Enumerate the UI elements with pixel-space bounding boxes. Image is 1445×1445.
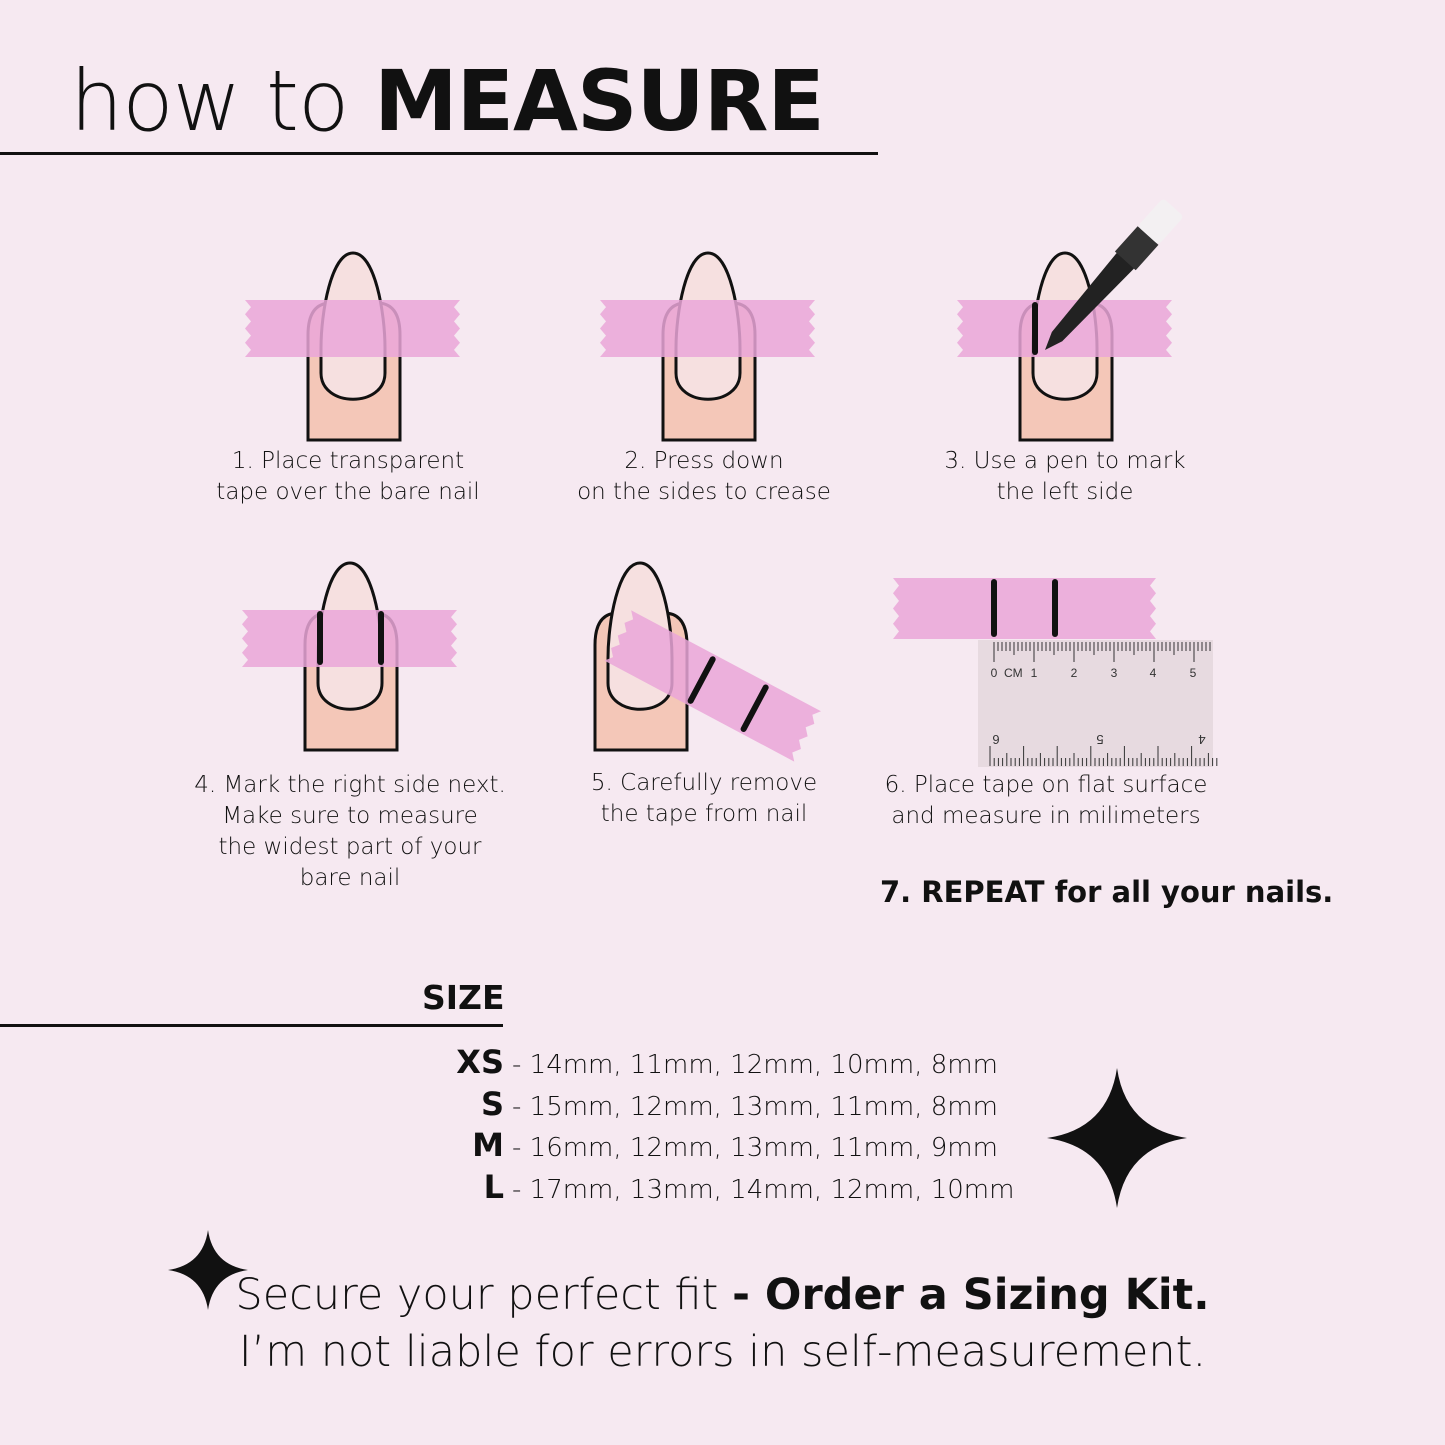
page-title: how to MEASURE [70,52,825,150]
step-2-illustration [600,251,815,442]
footer-cta: Secure your perfect fit - Order a Sizing… [235,1270,1210,1320]
ruler-icon: 0 1 2 3 4 5 CM 6 5 4 [978,640,1218,767]
size-table: XS - 14mm, 11mm, 12mm, 10mm, 8mm S- 15mm,… [380,1043,1014,1209]
ruler-label: 2 [1071,666,1078,680]
step-4-illustration [242,561,457,752]
pen-cap [1139,199,1183,244]
step-5-illustration [593,561,822,762]
step-1-illustration [245,251,460,442]
step-3-caption: 3. Use a pen to mark the left side [944,448,1186,505]
pen-grip [1114,226,1159,271]
tape [604,610,822,762]
ruler-label: 4 [1150,666,1157,680]
tape [893,578,1156,639]
tape [245,300,460,357]
pen-mark [687,656,716,704]
tape [242,610,457,667]
size-row-l: L- 17mm, 13mm, 14mm, 12mm, 10mm [483,1167,1015,1206]
title-divider [0,152,878,155]
step-3-illustration [957,251,1172,442]
step-6-caption: 6. Place tape on flat surface and measure… [884,772,1208,829]
pen-icon [1045,199,1183,350]
size-row-s: S- 15mm, 12mm, 13mm, 11mm, 8mm [480,1084,998,1123]
step-1-caption: 1. Place transparent tape over the bare n… [216,448,480,505]
ruler-body [978,640,1213,767]
tape-peeling [604,610,822,762]
sparkle-icon [1047,1068,1187,1208]
size-row-xs: XS - 14mm, 11mm, 12mm, 10mm, 8mm [456,1043,998,1081]
size-heading: SIZE [422,978,505,1017]
ruler-label: 3 [1111,666,1118,680]
ruler-label: 1 [1031,666,1038,680]
step-6-illustration: 0 1 2 3 4 5 CM 6 5 4 [893,578,1218,767]
size-row-m: M- 16mm, 12mm, 13mm, 11mm, 9mm [472,1126,998,1164]
step-5-caption: 5. Carefully remove the tape from nail [590,770,818,827]
ruler-label: 4 [1198,732,1205,747]
ruler-unit: CM [1004,666,1023,680]
ruler-label: 5 [1096,732,1103,747]
ruler-label: 0 [991,666,998,680]
sparkle-icon [168,1230,248,1310]
step-4-caption: 4. Mark the right side next. Make sure to… [194,772,506,891]
ruler-label: 5 [1190,666,1197,680]
step-2-caption: 2. Press down on the sides to crease [577,448,831,505]
pen-mark [740,684,769,732]
tape [600,300,815,357]
size-divider [0,1024,503,1027]
footer-disclaimer: I’m not liable for errors in self-measur… [238,1327,1207,1377]
step-7-repeat: 7. REPEAT for all your nails. [880,875,1334,909]
ruler-label: 6 [992,732,999,747]
